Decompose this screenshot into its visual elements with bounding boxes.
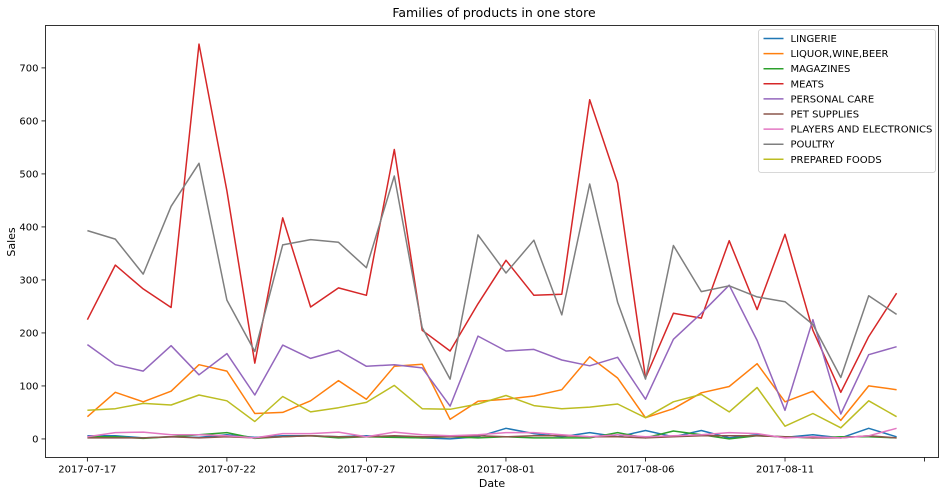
x-tick-label: 2017-07-17 bbox=[58, 465, 116, 476]
x-axis-ticks: 2017-07-17 2017-07-22 2017-07-27 2017-08-01… bbox=[58, 457, 925, 476]
plot-frame bbox=[45, 25, 939, 458]
series-line-6 bbox=[87, 427, 897, 439]
x-tick-label: 2017-07-22 bbox=[198, 465, 256, 476]
legend-label-6: PLAYERS AND ELECTRONICS bbox=[791, 125, 933, 136]
y-tick-label: 300 bbox=[19, 275, 38, 286]
series-line-5 bbox=[87, 435, 897, 439]
series-line-7 bbox=[87, 162, 898, 380]
x-tick-label: 2017-08-01 bbox=[477, 465, 535, 476]
legend: LINGERIE LIQUOR,WINE,BEER MAGAZINES MEATS PE… bbox=[758, 29, 936, 173]
y-tick-label: 700 bbox=[19, 63, 38, 74]
x-tick-label: 2017-07-27 bbox=[337, 465, 395, 476]
y-tick-label: 0 bbox=[32, 434, 38, 445]
legend-frame bbox=[758, 29, 936, 173]
y-tick-label: 400 bbox=[19, 222, 38, 233]
legend-label-1: LIQUOR,WINE,BEER bbox=[791, 49, 889, 60]
y-axis-ticks: 0 100 200 300 400 500 600 700 bbox=[19, 63, 46, 445]
y-tick-label: 200 bbox=[19, 328, 38, 339]
legend-label-5: PET SUPPLIES bbox=[791, 110, 860, 121]
x-tick-label: 2017-08-06 bbox=[616, 465, 674, 476]
x-axis-title: Date bbox=[479, 477, 506, 490]
series-line-8 bbox=[87, 384, 897, 429]
legend-label-7: POULTRY bbox=[791, 140, 836, 151]
y-tick-label: 600 bbox=[19, 116, 38, 127]
legend-label-4: PERSONAL CARE bbox=[791, 94, 875, 105]
legend-label-0: LINGERIE bbox=[791, 34, 837, 45]
y-axis-title: Sales bbox=[5, 227, 18, 257]
series-line-4 bbox=[86, 284, 897, 415]
plot-lines bbox=[86, 43, 898, 440]
x-tick-label: 2017-08-11 bbox=[756, 465, 814, 476]
legend-label-8: PREPARED FOODS bbox=[791, 155, 882, 166]
legend-label-3: MEATS bbox=[791, 79, 824, 90]
legend-label-2: MAGAZINES bbox=[791, 64, 851, 75]
y-tick-label: 500 bbox=[19, 169, 38, 180]
chart-title: Families of products in one store bbox=[392, 5, 596, 20]
y-tick-label: 100 bbox=[19, 381, 38, 392]
